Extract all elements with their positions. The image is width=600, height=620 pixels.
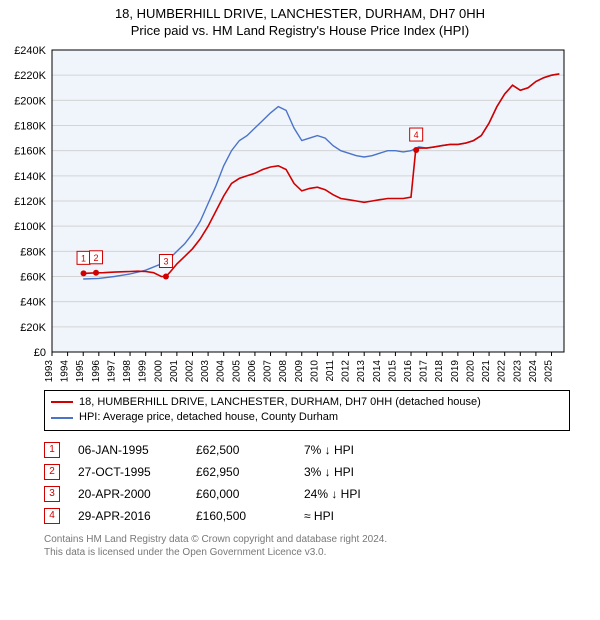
svg-text:2022: 2022	[497, 359, 508, 382]
svg-text:2007: 2007	[263, 359, 274, 382]
sale-price: £60,000	[196, 487, 286, 501]
svg-text:1998: 1998	[122, 359, 133, 382]
svg-text:2015: 2015	[387, 359, 398, 382]
price-chart: £0 £20K £40K £60K £80K £100K £120K £140K £160K £1…	[8, 44, 592, 384]
svg-text:2025: 2025	[544, 359, 555, 382]
legend: 18, HUMBERHILL DRIVE, LANCHESTER, DURHAM…	[44, 390, 570, 431]
sale-badge: 4	[44, 508, 60, 524]
svg-text:£120K: £120K	[14, 196, 46, 208]
svg-text:1997: 1997	[106, 359, 117, 382]
svg-text:2005: 2005	[231, 359, 242, 382]
chart-area: £0 £20K £40K £60K £80K £100K £120K £140K £160K £1…	[8, 44, 592, 384]
sale-delta: 24% ↓ HPI	[304, 487, 404, 501]
svg-text:1995: 1995	[75, 359, 86, 382]
svg-text:2006: 2006	[247, 359, 258, 382]
svg-text:2008: 2008	[278, 359, 289, 382]
svg-text:2011: 2011	[325, 359, 336, 381]
svg-text:1994: 1994	[60, 359, 71, 382]
title-address: 18, HUMBERHILL DRIVE, LANCHESTER, DURHAM…	[0, 6, 600, 23]
legend-row-subject: 18, HUMBERHILL DRIVE, LANCHESTER, DURHAM…	[51, 395, 563, 410]
svg-text:2021: 2021	[481, 359, 492, 382]
sale-price: £62,950	[196, 465, 286, 479]
svg-text:2019: 2019	[450, 359, 461, 382]
svg-text:1996: 1996	[91, 359, 102, 382]
sale-date: 06-JAN-1995	[78, 443, 178, 457]
svg-text:2001: 2001	[169, 359, 180, 382]
sale-price: £62,500	[196, 443, 286, 457]
svg-text:2024: 2024	[528, 359, 539, 382]
svg-text:2004: 2004	[216, 359, 227, 382]
svg-text:£180K: £180K	[14, 120, 46, 132]
sale-date: 29-APR-2016	[78, 509, 178, 523]
legend-label: 18, HUMBERHILL DRIVE, LANCHESTER, DURHAM…	[79, 395, 481, 410]
svg-text:2: 2	[94, 253, 99, 263]
svg-text:1999: 1999	[138, 359, 149, 382]
sale-badge: 3	[44, 486, 60, 502]
svg-text:2017: 2017	[419, 359, 430, 382]
svg-text:£80K: £80K	[20, 246, 46, 258]
sale-date: 20-APR-2000	[78, 487, 178, 501]
svg-text:2010: 2010	[309, 359, 320, 382]
svg-text:2012: 2012	[341, 359, 352, 382]
svg-text:£160K: £160K	[14, 145, 46, 157]
legend-swatch	[51, 401, 73, 403]
legend-row-hpi: HPI: Average price, detached house, Coun…	[51, 410, 563, 425]
table-row: 3 20-APR-2000 £60,000 24% ↓ HPI	[44, 483, 570, 505]
sale-delta: ≈ HPI	[304, 509, 404, 523]
svg-text:2016: 2016	[403, 359, 414, 382]
svg-text:2020: 2020	[465, 359, 476, 382]
table-row: 4 29-APR-2016 £160,500 ≈ HPI	[44, 505, 570, 527]
footer-line: Contains HM Land Registry data © Crown c…	[44, 533, 570, 546]
svg-text:£20K: £20K	[20, 322, 46, 334]
svg-text:3: 3	[163, 256, 168, 266]
svg-text:2009: 2009	[294, 359, 305, 382]
svg-text:£60K: £60K	[20, 271, 46, 283]
title-sub: Price paid vs. HM Land Registry's House …	[0, 23, 600, 40]
sale-delta: 7% ↓ HPI	[304, 443, 404, 457]
sale-badge: 1	[44, 442, 60, 458]
chart-title: 18, HUMBERHILL DRIVE, LANCHESTER, DURHAM…	[0, 0, 600, 40]
legend-swatch	[51, 417, 73, 419]
svg-text:£40K: £40K	[20, 296, 46, 308]
footer: Contains HM Land Registry data © Crown c…	[44, 533, 570, 559]
table-row: 2 27-OCT-1995 £62,950 3% ↓ HPI	[44, 461, 570, 483]
svg-text:£240K: £240K	[14, 45, 46, 57]
legend-label: HPI: Average price, detached house, Coun…	[79, 410, 338, 425]
svg-text:2023: 2023	[512, 359, 523, 382]
svg-text:2003: 2003	[200, 359, 211, 382]
svg-text:2018: 2018	[434, 359, 445, 382]
svg-text:2002: 2002	[184, 359, 195, 382]
svg-text:2014: 2014	[372, 359, 383, 382]
svg-text:£220K: £220K	[14, 70, 46, 82]
svg-text:4: 4	[414, 130, 419, 140]
sale-delta: 3% ↓ HPI	[304, 465, 404, 479]
sale-badge: 2	[44, 464, 60, 480]
footer-line: This data is licensed under the Open Gov…	[44, 546, 570, 559]
svg-text:1993: 1993	[44, 359, 55, 382]
svg-text:£0: £0	[34, 347, 46, 359]
svg-text:£100K: £100K	[14, 221, 46, 233]
svg-text:1: 1	[81, 253, 86, 263]
table-row: 1 06-JAN-1995 £62,500 7% ↓ HPI	[44, 439, 570, 461]
sales-table: 1 06-JAN-1995 £62,500 7% ↓ HPI 2 27-OCT-…	[44, 439, 570, 527]
sale-price: £160,500	[196, 509, 286, 523]
svg-text:2013: 2013	[356, 359, 367, 382]
svg-text:2000: 2000	[153, 359, 164, 382]
sale-date: 27-OCT-1995	[78, 465, 178, 479]
svg-text:£140K: £140K	[14, 171, 46, 183]
svg-text:£200K: £200K	[14, 95, 46, 107]
